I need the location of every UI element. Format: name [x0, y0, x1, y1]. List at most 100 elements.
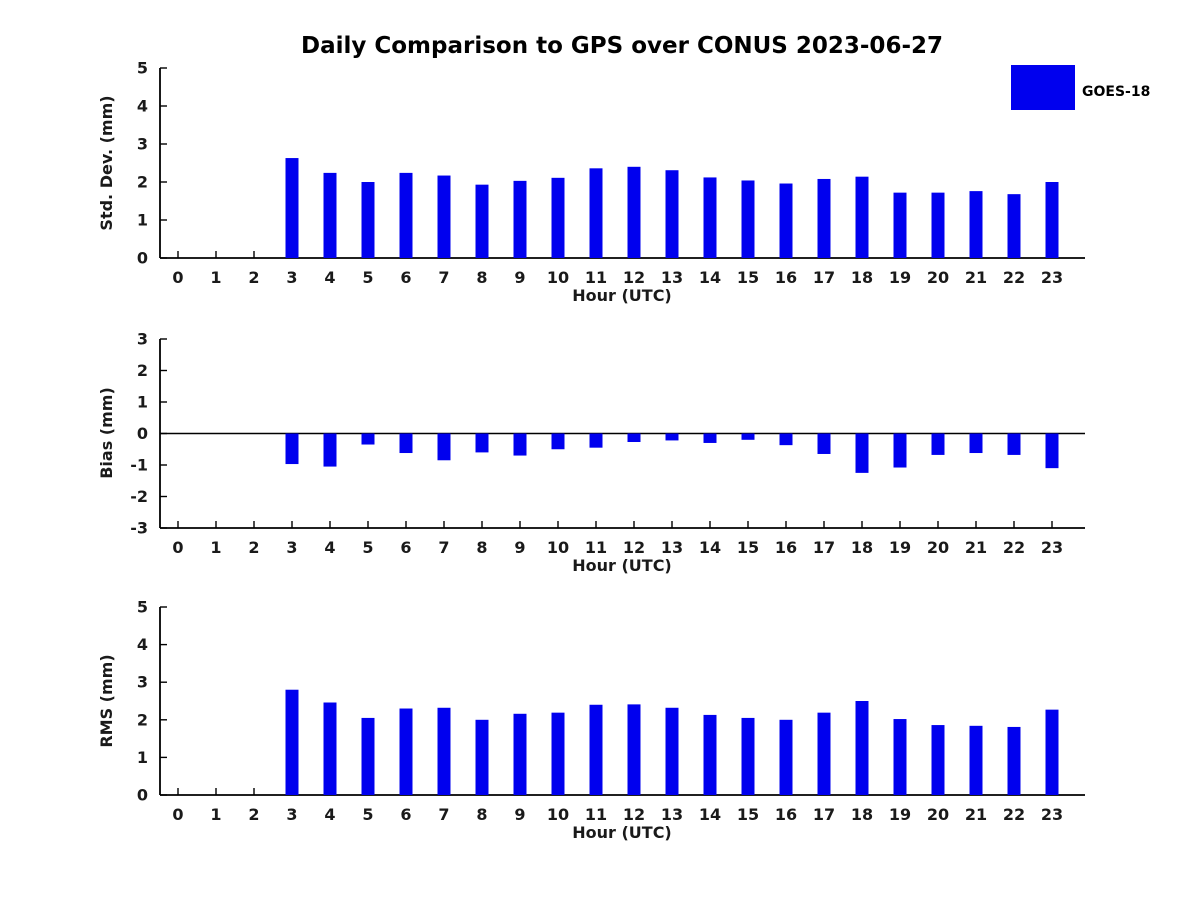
- rms-bar-h10: [551, 712, 565, 795]
- rms-bar-h18: [855, 701, 869, 795]
- stddev-xtick-label-4: 4: [324, 268, 335, 287]
- bias-xtick-label-16: 16: [775, 538, 797, 557]
- bias-bar-h22: [1007, 433, 1021, 455]
- stddev-xtick-label-6: 6: [400, 268, 411, 287]
- rms-xtick-label-7: 7: [438, 805, 449, 824]
- stddev-ytick-label-0: 0: [137, 249, 148, 268]
- stddev-xtick-label-1: 1: [210, 268, 221, 287]
- rms-bar-h4: [323, 702, 337, 795]
- stddev-xtick-label-10: 10: [547, 268, 569, 287]
- bias-bar-h4: [323, 433, 337, 467]
- stddev-bar-h3: [285, 158, 299, 258]
- rms-bar-h9: [513, 713, 527, 795]
- stddev-bar-h7: [437, 175, 451, 258]
- rms-bar-h19: [893, 719, 907, 795]
- rms-xtick-label-17: 17: [813, 805, 835, 824]
- stddev-xtick-label-17: 17: [813, 268, 835, 287]
- rms-xtick-label-18: 18: [851, 805, 873, 824]
- stddev-xtick-label-20: 20: [927, 268, 949, 287]
- rms-xtick-label-2: 2: [248, 805, 259, 824]
- bias-bar-h11: [589, 433, 603, 448]
- bias-xtick-label-2: 2: [248, 538, 259, 557]
- rms-xtick-label-0: 0: [172, 805, 183, 824]
- rms-bar-h12: [627, 704, 641, 795]
- rms-bar-h8: [475, 719, 489, 795]
- bias-bar-h17: [817, 433, 831, 454]
- rms-bar-h3: [285, 689, 299, 795]
- stddev-bar-h12: [627, 166, 641, 258]
- stddev-xtick-label-2: 2: [248, 268, 259, 287]
- rms-xtick-label-22: 22: [1003, 805, 1025, 824]
- rms-xtick-label-10: 10: [547, 805, 569, 824]
- stddev-xtick-label-13: 13: [661, 268, 683, 287]
- bias-bar-h7: [437, 433, 451, 461]
- stddev-ytick-label-1: 1: [137, 211, 148, 230]
- rms-xtick-label-6: 6: [400, 805, 411, 824]
- rms-xtick-label-13: 13: [661, 805, 683, 824]
- stddev-xtick-label-0: 0: [172, 268, 183, 287]
- bias-xtick-label-17: 17: [813, 538, 835, 557]
- rms-xtick-label-20: 20: [927, 805, 949, 824]
- bias-bar-h8: [475, 433, 489, 453]
- stddev-xtick-label-7: 7: [438, 268, 449, 287]
- stddev-ytick-label-3: 3: [137, 135, 148, 154]
- stddev-bar-h22: [1007, 194, 1021, 258]
- bias-bar-h23: [1045, 433, 1059, 469]
- stddev-xtick-label-5: 5: [362, 268, 373, 287]
- bias-xtick-label-4: 4: [324, 538, 335, 557]
- rms-bar-h17: [817, 712, 831, 795]
- bias-ytick-label--2: -2: [130, 487, 148, 506]
- bias-ytick-label-2: 2: [137, 361, 148, 380]
- rms-xtick-label-3: 3: [286, 805, 297, 824]
- bias-bar-h12: [627, 433, 641, 443]
- rms-xtick-label-19: 19: [889, 805, 911, 824]
- stddev-ylabel: Std. Dev. (mm): [97, 95, 116, 230]
- bias-xtick-label-1: 1: [210, 538, 221, 557]
- stddev-bar-h4: [323, 172, 337, 258]
- stddev-xtick-label-18: 18: [851, 268, 873, 287]
- bias-xtick-label-14: 14: [699, 538, 721, 557]
- rms-bar-h14: [703, 714, 717, 795]
- stddev-bar-h11: [589, 168, 603, 258]
- stddev-xtick-label-23: 23: [1041, 268, 1063, 287]
- rms-xtick-label-15: 15: [737, 805, 759, 824]
- bias-xtick-label-8: 8: [476, 538, 487, 557]
- bias-xtick-label-19: 19: [889, 538, 911, 557]
- bias-bar-h9: [513, 433, 527, 456]
- bias-ytick-label-1: 1: [137, 393, 148, 412]
- rms-bar-h13: [665, 707, 679, 795]
- stddev-xtick-label-14: 14: [699, 268, 721, 287]
- stddev-bar-h8: [475, 184, 489, 258]
- stddev-bar-h23: [1045, 182, 1059, 258]
- rms-ytick-label-0: 0: [137, 786, 148, 805]
- rms-bar-h5: [361, 717, 375, 795]
- rms-xtick-label-23: 23: [1041, 805, 1063, 824]
- bias-xtick-label-11: 11: [585, 538, 607, 557]
- figure-title: Daily Comparison to GPS over CONUS 2023-…: [301, 33, 943, 59]
- rms-bar-h11: [589, 704, 603, 795]
- stddev-xtick-label-16: 16: [775, 268, 797, 287]
- rms-xtick-label-21: 21: [965, 805, 987, 824]
- rms-xtick-label-1: 1: [210, 805, 221, 824]
- bias-bar-h21: [969, 433, 983, 454]
- bias-bar-h19: [893, 433, 907, 468]
- bias-xlabel: Hour (UTC): [572, 556, 672, 575]
- rms-bar-h20: [931, 725, 945, 795]
- bias-xtick-label-15: 15: [737, 538, 759, 557]
- bias-xtick-label-5: 5: [362, 538, 373, 557]
- bias-ytick-label-0: 0: [137, 424, 148, 443]
- bias-xtick-label-0: 0: [172, 538, 183, 557]
- bias-bar-h16: [779, 433, 793, 446]
- rms-bar-h23: [1045, 709, 1059, 795]
- stddev-bar-h5: [361, 182, 375, 258]
- legend-label-goes18: GOES-18: [1082, 84, 1150, 100]
- stddev-bar-h6: [399, 172, 413, 258]
- rms-ytick-label-2: 2: [137, 710, 148, 729]
- legend-swatch-goes18: [1011, 65, 1075, 110]
- stddev-bar-h15: [741, 180, 755, 258]
- stddev-bar-h17: [817, 178, 831, 258]
- rms-bar-h7: [437, 707, 451, 795]
